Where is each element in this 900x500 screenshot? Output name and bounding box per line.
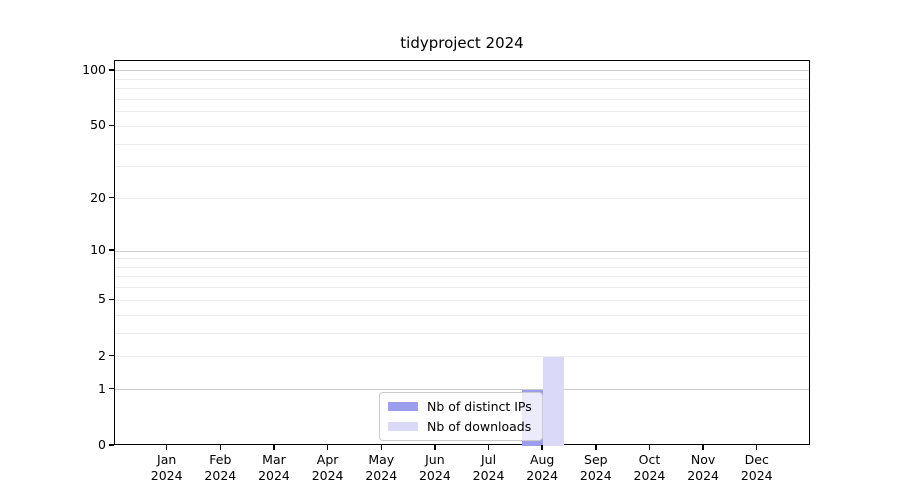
y-tick-label: 0 [98, 437, 106, 452]
x-tick-year: 2024 [311, 467, 344, 483]
x-tick [595, 445, 597, 450]
y-tick-label: 50 [90, 117, 106, 133]
y-gridline-minor [115, 299, 809, 301]
x-tick [487, 445, 490, 450]
y-gridline-minor [115, 125, 809, 127]
y-tick-label: 1 [98, 380, 106, 396]
y-gridline-minor [115, 287, 809, 289]
y-gridline-minor [115, 266, 809, 268]
x-tick-year: 2024 [687, 467, 719, 483]
x-tick [755, 445, 758, 450]
x-tick-month: Jan [157, 452, 177, 467]
x-tick [326, 445, 329, 450]
x-tick-label: Nov 2024 [675, 452, 731, 483]
y-tick-label: 5 [98, 291, 106, 307]
y-tick [109, 69, 114, 71]
y-tick [109, 444, 114, 446]
x-tick-label: Mar 2024 [246, 452, 302, 483]
x-tick-month: Mar [262, 452, 286, 467]
x-tick-month: Apr [316, 452, 339, 467]
chart-title: tidyproject 2024 [400, 34, 524, 52]
x-tick-month: Feb [209, 452, 232, 467]
x-tick-label: Feb 2024 [192, 452, 248, 483]
x-tick-label: Sep 2024 [568, 452, 624, 483]
x-tick-year: 2024 [472, 467, 505, 483]
y-gridline-minor [115, 314, 809, 316]
bar-nb-of-downloads-aug [543, 356, 565, 446]
legend-item-downloads: Nb of downloads [388, 419, 532, 434]
y-gridline-minor [115, 98, 809, 100]
y-gridline-minor [115, 78, 809, 80]
x-tick-month: May [368, 452, 395, 467]
x-tick-month: Sep [584, 452, 608, 467]
y-tick-label: 10 [90, 242, 106, 258]
legend-swatch-downloads [388, 422, 418, 431]
y-tick-label: 2 [98, 347, 106, 363]
x-tick-label: Oct 2024 [621, 452, 677, 483]
x-tick [273, 445, 275, 450]
y-gridline-minor [115, 143, 809, 145]
x-tick-month: Jun [425, 452, 445, 467]
x-tick-year: 2024 [633, 467, 666, 483]
legend-label-downloads: Nb of downloads [427, 419, 532, 434]
x-tick-label: Jan 2024 [139, 452, 195, 483]
x-tick-label: May 2024 [353, 452, 409, 483]
y-tick-label: 20 [90, 189, 106, 205]
x-tick [541, 445, 543, 450]
x-tick-month: Jul [480, 452, 497, 467]
x-tick-label: Aug 2024 [514, 452, 570, 483]
y-gridline-minor [115, 198, 809, 199]
legend-item-distinct-ips: Nb of distinct IPs [388, 399, 532, 414]
x-tick-year: 2024 [579, 467, 612, 483]
legend: Nb of distinct IPs Nb of downloads [379, 392, 543, 441]
y-gridline-major [115, 250, 809, 252]
x-tick [219, 445, 222, 450]
x-tick [380, 445, 382, 450]
y-gridline-major [115, 389, 809, 391]
y-tick [109, 124, 114, 127]
y-tick [109, 249, 114, 251]
y-gridline-minor [115, 332, 809, 334]
x-tick-year: 2024 [258, 467, 290, 483]
y-gridline-minor [115, 111, 809, 113]
x-tick-label: Jun 2024 [407, 452, 463, 483]
x-tick-year: 2024 [418, 467, 451, 483]
legend-swatch-distinct-ips [388, 402, 418, 411]
x-tick-label: Dec 2024 [729, 452, 785, 483]
x-tick [648, 445, 651, 450]
x-tick-month: Aug [529, 452, 555, 467]
x-tick [434, 445, 436, 450]
x-tick-year: 2024 [204, 467, 237, 483]
x-tick-label: Jul 2024 [461, 452, 517, 483]
legend-label-distinct-ips: Nb of distinct IPs [427, 399, 532, 414]
y-gridline-minor [115, 276, 809, 278]
x-tick-month: Oct [638, 452, 661, 467]
y-tick-label: 100 [82, 61, 106, 77]
y-gridline-minor [115, 88, 809, 90]
x-tick-year: 2024 [150, 467, 183, 483]
x-tick-year: 2024 [526, 467, 559, 483]
x-tick-year: 2024 [740, 467, 773, 483]
x-tick-label: Apr 2024 [300, 452, 356, 483]
x-tick-month: Nov [690, 452, 716, 467]
y-gridline-minor [115, 356, 809, 358]
y-tick [109, 354, 114, 357]
y-tick [109, 387, 114, 390]
x-tick-month: Dec [744, 452, 769, 467]
x-tick [702, 445, 704, 450]
y-tick [109, 298, 114, 301]
y-gridline-minor [115, 166, 809, 168]
plot-area: Nb of distinct IPs Nb of downloads [114, 60, 810, 446]
y-tick [109, 196, 114, 199]
y-gridline-minor [115, 258, 809, 260]
x-tick-year: 2024 [365, 467, 398, 483]
x-tick [165, 445, 168, 450]
y-gridline-major [115, 70, 809, 72]
